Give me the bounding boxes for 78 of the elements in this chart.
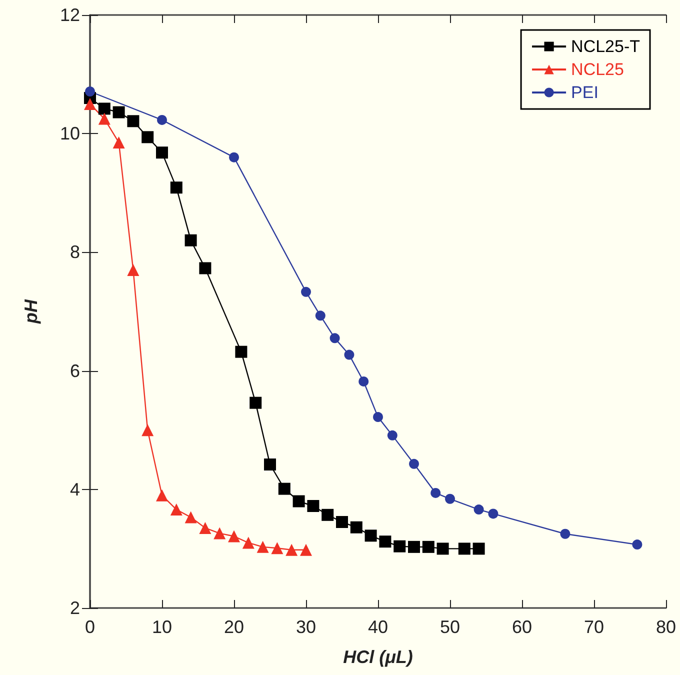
y-tick-label: 8	[70, 242, 80, 262]
point	[286, 544, 298, 556]
point	[301, 286, 311, 297]
point	[264, 458, 276, 470]
point	[199, 262, 212, 274]
point	[632, 540, 642, 550]
x-tick-label: 50	[440, 617, 460, 637]
point	[408, 540, 420, 553]
point	[156, 146, 168, 159]
point	[156, 489, 168, 502]
y-tick-label: 6	[70, 360, 80, 381]
x-tick-label: 30	[296, 617, 316, 637]
point	[85, 86, 95, 96]
x-tick-label: 10	[152, 617, 172, 637]
point	[315, 310, 326, 321]
x-tick-label: 60	[512, 617, 532, 637]
point	[157, 114, 167, 125]
point	[394, 540, 406, 552]
point	[98, 102, 110, 115]
point	[214, 527, 226, 540]
point	[344, 350, 354, 360]
point	[472, 542, 485, 555]
point	[127, 264, 140, 276]
point	[350, 521, 362, 534]
point	[336, 516, 348, 528]
point	[292, 495, 305, 508]
point	[256, 540, 269, 553]
point	[98, 112, 110, 125]
legend-label: PEI	[571, 83, 598, 102]
point	[307, 500, 320, 512]
y-tick-label: 12	[60, 5, 80, 25]
legend-label: NCL25-T	[571, 37, 640, 56]
point	[184, 511, 197, 524]
point	[235, 346, 248, 358]
point	[330, 333, 340, 344]
point	[229, 152, 239, 162]
y-tick-label: 10	[60, 124, 80, 144]
point	[142, 424, 154, 436]
point	[560, 528, 570, 539]
point	[250, 396, 262, 409]
point	[474, 504, 484, 515]
point	[84, 98, 96, 110]
x-tick-label: 80	[656, 617, 676, 637]
point	[445, 494, 455, 504]
x-axis-title: HCl (μL)	[343, 647, 413, 667]
point	[170, 182, 182, 194]
point	[458, 542, 470, 555]
point	[373, 412, 383, 422]
point	[387, 430, 398, 440]
point	[112, 136, 125, 148]
x-tick-label: 0	[84, 617, 96, 637]
point	[271, 542, 284, 554]
point	[228, 530, 240, 542]
x-tick-label: 20	[224, 617, 244, 637]
point	[184, 234, 197, 246]
point	[409, 458, 419, 469]
point	[278, 482, 290, 495]
point	[242, 536, 254, 549]
point	[358, 376, 369, 386]
point	[436, 542, 449, 555]
y-tick-label: 4	[70, 479, 80, 500]
y-axis-title: pH	[21, 298, 41, 324]
point	[379, 536, 392, 548]
point	[112, 106, 125, 118]
point	[488, 508, 498, 519]
point	[170, 504, 182, 516]
point	[199, 522, 212, 534]
point	[127, 115, 140, 128]
point	[364, 530, 377, 542]
point	[422, 540, 434, 553]
x-tick-label: 40	[368, 617, 388, 637]
point	[322, 508, 334, 521]
point	[142, 131, 154, 144]
legend-label: NCL25	[571, 60, 624, 79]
y-tick-label: 2	[70, 598, 80, 618]
point	[430, 488, 441, 498]
point	[300, 544, 312, 556]
x-tick-label: 70	[584, 617, 604, 637]
